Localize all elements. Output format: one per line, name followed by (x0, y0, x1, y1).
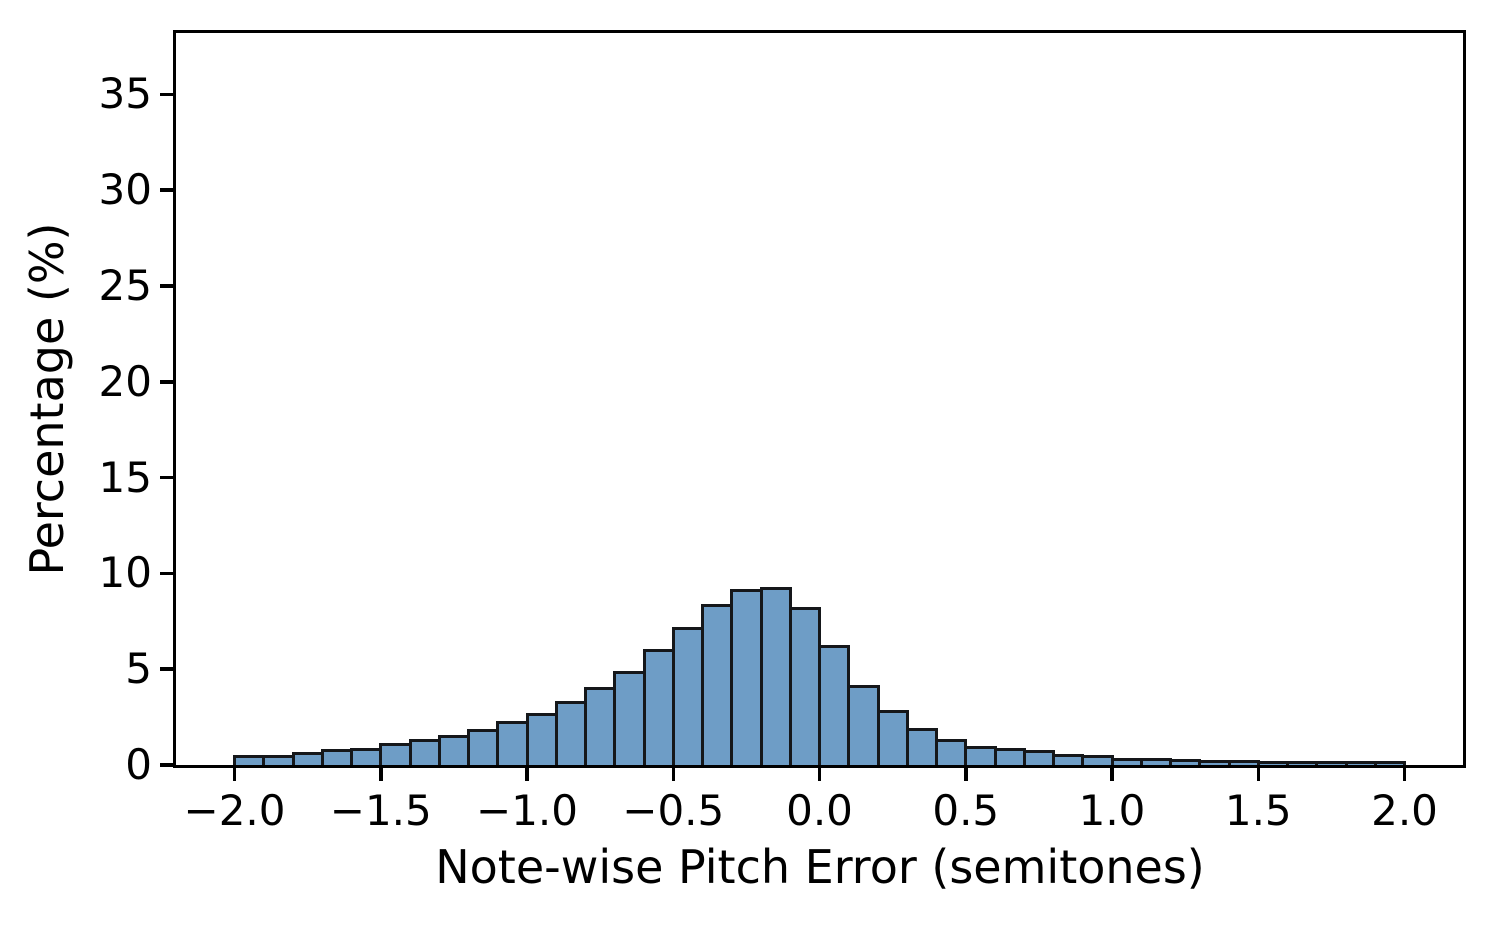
histogram-bar (350, 748, 383, 765)
histogram-bar (262, 755, 295, 765)
histogram-bar (233, 754, 266, 765)
histogram-bar (1169, 759, 1202, 765)
y-axis-tick (160, 475, 173, 480)
x-tick-label: −2.0 (183, 786, 286, 835)
x-axis-label: Note-wise Pitch Error (semitones) (435, 840, 1205, 894)
histogram-bar (1198, 760, 1231, 765)
y-axis-tick (160, 380, 173, 384)
histogram-bar (584, 686, 617, 765)
histogram-bar (437, 734, 470, 765)
histogram-bar (320, 749, 353, 765)
histogram-bar (525, 712, 558, 765)
histogram-bar (730, 589, 763, 765)
histogram-bar (1052, 753, 1085, 765)
x-axis-tick (1256, 768, 1260, 781)
histogram-bar (496, 721, 529, 765)
histogram-bar (1286, 761, 1319, 765)
x-axis-tick (232, 768, 237, 781)
histogram-bar (1110, 757, 1143, 765)
y-axis-tick (160, 667, 173, 671)
histogram-bar (876, 709, 909, 765)
y-tick-label: 20 (98, 356, 152, 406)
x-axis-tick (1402, 768, 1407, 781)
histogram-bar (759, 587, 792, 765)
x-axis-tick (379, 768, 383, 781)
y-axis-tick (160, 284, 173, 288)
histogram-bar (1315, 761, 1348, 765)
histogram-bar (642, 649, 675, 765)
y-tick-label: 35 (98, 69, 152, 119)
y-tick-label: 10 (98, 548, 152, 598)
histogram-bar (379, 743, 412, 765)
x-axis-tick (1110, 768, 1114, 781)
y-axis-tick (160, 763, 173, 767)
x-axis-tick (671, 768, 675, 781)
histogram-bar (788, 607, 821, 765)
y-tick-label: 5 (125, 644, 152, 694)
histogram-bar (291, 752, 324, 765)
histogram-bar (847, 684, 880, 765)
x-tick-label: −1.0 (476, 786, 578, 835)
histogram-bar (993, 747, 1026, 765)
x-tick-label: −1.5 (329, 786, 432, 835)
x-tick-label: 0.5 (932, 786, 1000, 835)
histogram-bar (1081, 755, 1114, 765)
y-tick-label: 30 (98, 165, 152, 215)
y-axis-tick (160, 92, 173, 97)
histogram-bar (964, 746, 997, 765)
y-tick-label: 25 (98, 260, 152, 310)
x-axis-tick (964, 768, 968, 781)
histogram-bar (818, 644, 851, 765)
histogram-bar (1373, 761, 1406, 765)
y-tick-label: 0 (125, 740, 152, 789)
y-axis-tick (160, 571, 173, 576)
histogram-bar (1227, 760, 1260, 765)
histogram-bar (935, 738, 968, 765)
histogram-bar (1344, 761, 1377, 765)
x-axis-tick (525, 768, 529, 781)
histogram-bar (905, 728, 938, 765)
x-axis-tick (817, 768, 822, 781)
histogram-bar (554, 701, 587, 765)
histogram-bar (1139, 758, 1172, 765)
histogram-bar (701, 604, 734, 765)
y-tick-label: 15 (98, 452, 152, 502)
histogram-bar (467, 729, 500, 765)
histogram-bar (1022, 749, 1055, 765)
x-tick-label: 1.5 (1224, 786, 1292, 835)
plot-area (173, 30, 1466, 768)
x-tick-label: 2.0 (1371, 786, 1438, 835)
histogram-bar (408, 738, 441, 765)
histogram-bar (671, 626, 704, 765)
histogram-bar (613, 670, 646, 765)
histogram-bar (1256, 760, 1289, 765)
y-axis-tick (160, 188, 173, 192)
x-tick-label: −0.5 (622, 786, 725, 835)
x-tick-label: 1.0 (1078, 786, 1146, 835)
x-tick-label: 0.0 (786, 786, 853, 835)
